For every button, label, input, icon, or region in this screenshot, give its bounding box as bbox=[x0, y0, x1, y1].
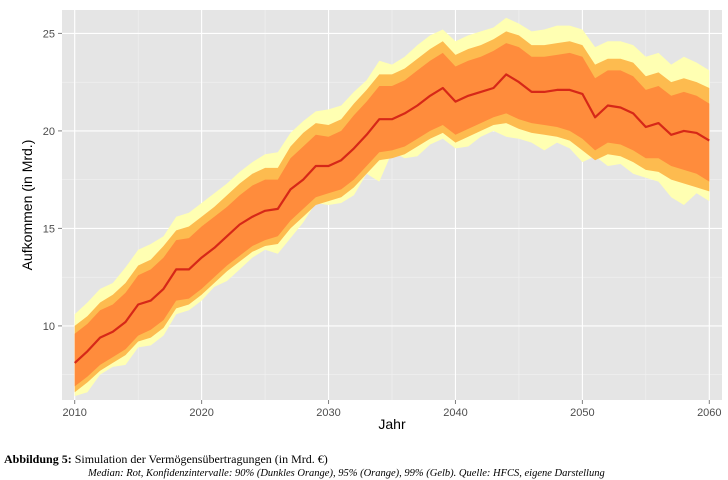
x-tick-label: 2060 bbox=[697, 407, 721, 419]
x-axis-title: Jahr bbox=[378, 416, 406, 432]
caption-note: Median: Rot, Konfidenzintervalle: 90% (D… bbox=[88, 468, 605, 479]
x-axis: 2010 2020 2030 2040 2050 2060 bbox=[62, 400, 722, 419]
y-tick-label: 10 bbox=[43, 321, 55, 333]
x-tick-label: 2010 bbox=[62, 407, 86, 419]
x-tick-label: 2040 bbox=[443, 407, 467, 419]
caption-label: Abbildung 5: bbox=[4, 452, 72, 466]
y-tick-label: 25 bbox=[43, 28, 55, 40]
x-tick-label: 2030 bbox=[316, 407, 340, 419]
y-axis-title: Aufkommen (in Mrd.) bbox=[19, 140, 35, 271]
y-axis: 10 15 20 25 bbox=[43, 28, 62, 333]
confidence-bands bbox=[74, 17, 710, 397]
y-tick-label: 15 bbox=[43, 223, 55, 235]
x-tick-label: 2050 bbox=[570, 407, 594, 419]
caption-title: Simulation der Vermögensübertragungen (i… bbox=[74, 452, 328, 466]
fan-chart: 10 15 20 25 2010 2020 2030 2040 2050 2060 Jahr A… bbox=[19, 10, 722, 432]
band-90-percent bbox=[74, 43, 710, 387]
caption-title-line: Abbildung 5: Simulation der Vermögensübe… bbox=[4, 452, 724, 467]
median-layer bbox=[73, 73, 710, 364]
figure-caption: Abbildung 5: Simulation der Vermögensübe… bbox=[4, 452, 724, 480]
x-tick-label: 2020 bbox=[189, 407, 213, 419]
median-line bbox=[73, 73, 710, 364]
y-tick-label: 20 bbox=[43, 126, 55, 138]
